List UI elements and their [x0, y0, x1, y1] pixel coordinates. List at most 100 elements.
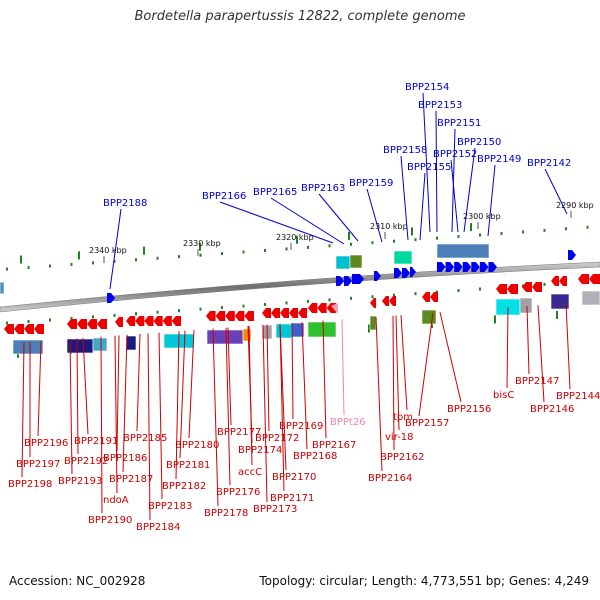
- gene-label-bottom[interactable]: BPP2197: [16, 459, 60, 470]
- gene-label-bottom[interactable]: BPP2170: [272, 472, 316, 483]
- gene-label-bottom[interactable]: BPP2172: [255, 433, 299, 444]
- gene-label-bottom[interactable]: BPP2191: [74, 436, 118, 447]
- gene-label-top[interactable]: BPP2155: [407, 162, 451, 173]
- reverse-gene-arrow[interactable]: [244, 311, 254, 321]
- reverse-gene-arrow[interactable]: [532, 282, 542, 292]
- gene-label-bottom[interactable]: BPP2162: [380, 452, 424, 463]
- reverse-gene-arrow[interactable]: [496, 284, 507, 294]
- reverse-gene-arrow[interactable]: [430, 292, 438, 302]
- reverse-gene-arrow[interactable]: [135, 316, 145, 326]
- gene-label-bottom[interactable]: BPP2180: [175, 440, 219, 451]
- gene-label-bottom[interactable]: BPP2183: [148, 501, 192, 512]
- reverse-gene-arrow[interactable]: [67, 319, 77, 329]
- gene-label-bottom[interactable]: BPP2168: [293, 451, 337, 462]
- reverse-gene-arrow[interactable]: [522, 282, 532, 292]
- forward-gene-arrow[interactable]: [479, 262, 489, 272]
- protein-domain-block[interactable]: [369, 315, 377, 331]
- protein-domain-block[interactable]: [335, 255, 351, 270]
- forward-gene-arrow[interactable]: [568, 250, 576, 260]
- gene-label-bottom[interactable]: BPP2187: [109, 474, 153, 485]
- protein-domain-block[interactable]: [275, 323, 293, 339]
- reverse-gene-arrow[interactable]: [24, 324, 34, 334]
- reverse-gene-arrow[interactable]: [578, 274, 589, 284]
- reverse-gene-arrow[interactable]: [144, 316, 154, 326]
- reverse-gene-arrow[interactable]: [280, 308, 289, 318]
- forward-gene-arrow[interactable]: [402, 268, 410, 278]
- gene-label-top[interactable]: BPP2165: [253, 187, 297, 198]
- forward-gene-arrow[interactable]: [445, 262, 455, 272]
- reverse-gene-arrow[interactable]: [382, 296, 389, 306]
- gene-label-bottom[interactable]: BPP2177: [217, 427, 261, 438]
- protein-domain-block[interactable]: [242, 328, 252, 342]
- gene-label-bottom[interactable]: BPP2147: [515, 376, 559, 387]
- reverse-gene-arrow[interactable]: [34, 324, 44, 334]
- gene-label-bottom[interactable]: BPP2169: [279, 421, 323, 432]
- reverse-gene-arrow[interactable]: [422, 292, 430, 302]
- reverse-gene-arrow[interactable]: [589, 274, 600, 284]
- gene-label-bottom[interactable]: BPP2156: [447, 404, 491, 415]
- gene-label-top[interactable]: BPP2163: [301, 183, 345, 194]
- gene-label-bottom[interactable]: BPP2171: [270, 493, 314, 504]
- forward-gene-arrow[interactable]: [107, 293, 115, 303]
- reverse-gene-arrow[interactable]: [162, 316, 172, 326]
- forward-gene-arrow[interactable]: [344, 276, 352, 286]
- gene-label-bottom[interactable]: BPP2198: [8, 479, 52, 490]
- protein-domain-block[interactable]: [66, 338, 94, 354]
- gene-label-bottom[interactable]: BPP2164: [368, 473, 412, 484]
- forward-gene-arrow[interactable]: [462, 262, 472, 272]
- gene-label-bottom[interactable]: ndoA: [103, 495, 129, 506]
- gene-label-bottom[interactable]: BPP2184: [136, 522, 180, 533]
- protein-domain-block[interactable]: [92, 337, 108, 352]
- reverse-gene-arrow[interactable]: [271, 308, 280, 318]
- protein-domain-block[interactable]: [349, 254, 363, 269]
- reverse-gene-arrow[interactable]: [317, 303, 327, 313]
- reverse-gene-arrow[interactable]: [115, 317, 123, 327]
- reverse-gene-arrow[interactable]: [4, 324, 14, 334]
- gene-label-top[interactable]: BPP2152: [433, 149, 477, 160]
- gene-label-top[interactable]: BPP2142: [527, 158, 571, 169]
- protein-domain-block[interactable]: [519, 297, 533, 314]
- forward-gene-arrow[interactable]: [471, 262, 480, 272]
- reverse-gene-arrow[interactable]: [370, 298, 376, 308]
- gene-label-top[interactable]: BPP2153: [418, 100, 462, 111]
- gene-label-top[interactable]: BPP2166: [202, 191, 246, 202]
- trna-feature[interactable]: [331, 303, 338, 314]
- reverse-gene-arrow[interactable]: [87, 319, 97, 329]
- forward-gene-arrow[interactable]: [374, 271, 381, 281]
- reverse-gene-arrow[interactable]: [262, 308, 271, 318]
- reverse-gene-arrow[interactable]: [171, 316, 181, 326]
- reverse-gene-arrow[interactable]: [215, 311, 226, 321]
- forward-gene-arrow[interactable]: [488, 262, 497, 272]
- protein-domain-block[interactable]: [12, 339, 44, 355]
- protein-domain-block[interactable]: [550, 293, 570, 310]
- reverse-gene-arrow[interactable]: [153, 316, 163, 326]
- gene-label-top[interactable]: BPP2150: [457, 137, 501, 148]
- gene-label-bottom[interactable]: BPP2196: [24, 438, 68, 449]
- protein-domain-block[interactable]: [307, 321, 337, 338]
- gene-label-bottom[interactable]: BPP2167: [312, 440, 356, 451]
- gene-label-bottom[interactable]: BPP2146: [530, 404, 574, 415]
- gene-label-bottom[interactable]: bisC: [493, 390, 514, 401]
- protein-domain-block[interactable]: [436, 243, 490, 259]
- gene-label-top[interactable]: BPP2158: [383, 145, 427, 156]
- forward-gene-arrow[interactable]: [437, 262, 446, 272]
- protein-domain-block[interactable]: [206, 329, 244, 345]
- reverse-gene-arrow[interactable]: [97, 319, 107, 329]
- reverse-gene-arrow[interactable]: [289, 308, 298, 318]
- forward-gene-arrow[interactable]: [454, 262, 463, 272]
- reverse-gene-arrow[interactable]: [234, 311, 245, 321]
- reverse-gene-arrow[interactable]: [298, 308, 307, 318]
- gene-label-top[interactable]: BPP2188: [103, 198, 147, 209]
- gene-label-bottom[interactable]: BPP2185: [123, 433, 167, 444]
- gene-label-bottom[interactable]: BPP2157: [405, 418, 449, 429]
- gene-label-top[interactable]: BPP2154: [405, 82, 449, 93]
- gene-label-bottom[interactable]: BPP2174: [238, 445, 282, 456]
- gene-label-top[interactable]: BPP2151: [437, 118, 481, 129]
- gene-label-bottom[interactable]: BPP2181: [166, 460, 210, 471]
- protein-domain-block[interactable]: [393, 250, 413, 265]
- protein-domain-block[interactable]: [0, 281, 5, 295]
- reverse-gene-arrow[interactable]: [559, 276, 567, 286]
- gene-label-bottom[interactable]: tpm: [393, 412, 413, 423]
- forward-gene-arrow[interactable]: [394, 268, 402, 278]
